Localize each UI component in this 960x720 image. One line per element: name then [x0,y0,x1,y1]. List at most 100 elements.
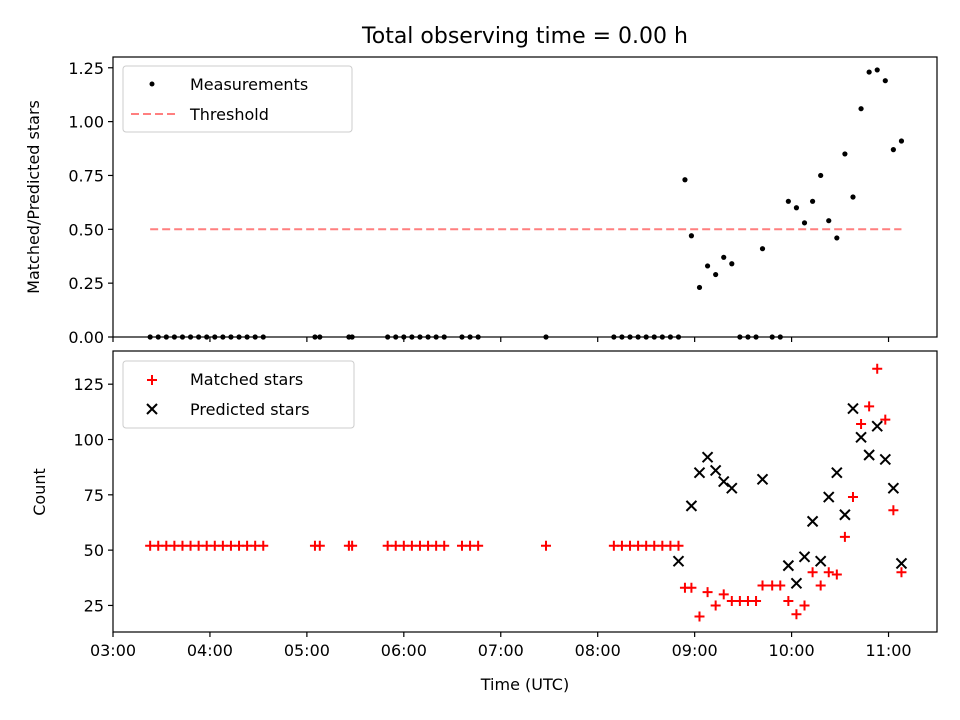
top-y-tick-label: 0.75 [68,166,104,185]
measurements-point [729,261,735,267]
bottom-axes-frame [112,350,938,633]
predicted-stars-point [790,577,803,590]
matched-stars-point [783,596,794,607]
bottom-y-tick-label: 75 [84,486,104,505]
predicted-stars-point [701,451,714,463]
bottom-y-tick-label: 25 [84,596,104,615]
x-tick-label: 05:00 [284,641,330,660]
measurements-point [809,198,816,204]
measurements-point [898,138,905,144]
top-y-tick-label: 1.25 [68,59,104,78]
predicted-stars-point [855,431,867,443]
top-y-tick-label: 0.25 [68,274,104,293]
matched-stars-point [864,401,875,412]
matched-stars-point [710,600,721,611]
bottom-data-marks [145,363,908,622]
matched-stars-point [439,540,450,551]
matched-stars-point [807,567,818,578]
predicted-stars-point [895,557,908,570]
matched-stars-point [815,580,826,591]
predicted-stars-point [831,466,843,479]
measurements-point [785,198,791,204]
measurements-point [688,233,695,239]
matched-stars-point [896,567,907,578]
top-legend: Measurements Threshold [122,65,353,133]
measurements-point [858,106,864,112]
top-y-tick-label: 0.00 [68,328,104,347]
matched-stars-point [856,419,867,430]
measurements-point [682,177,688,183]
bottom-y-tick-label: 100 [73,431,104,450]
predicted-stars-point [814,555,827,567]
chart-title: Total observing time = 0.00 h [361,24,688,49]
measurements-point [826,218,832,224]
legend-matched-marker [147,375,157,385]
predicted-stars-point [718,475,730,488]
top-y-tick-label: 0.50 [68,220,104,239]
bottom-panel: 25 50 75 100 125 03:00 04:00 05:00 06:00 07:00 08:… [30,350,938,694]
predicted-stars-point [879,453,892,466]
legend-matched-label: Matched stars [190,370,303,389]
x-axis-label: Time (UTC) [480,675,569,694]
measurements-point [721,254,727,260]
x-tick-label: 06:00 [381,641,427,660]
measurements-point [882,78,888,84]
matched-stars-point [473,540,484,551]
matched-stars-point [791,609,802,620]
legend-measurements-marker [149,81,155,87]
matched-stars-point [872,363,883,374]
measurements-point [793,205,800,211]
matched-stars-point [314,540,325,551]
matched-stars-point [673,540,684,551]
top-axes-frame [112,56,938,338]
predicted-stars-point [685,500,698,512]
matched-stars-point [541,540,552,551]
legend-threshold-label: Threshold [189,105,269,124]
top-axes-ticks: 0.00 0.25 0.50 0.75 1.00 1.25 [68,59,890,347]
matched-stars-point [258,540,269,551]
x-tick-label: 11:00 [865,641,911,660]
predicted-stars-point [798,551,811,563]
top-panel: 0.00 0.25 0.50 0.75 1.00 1.25 Matched/Predict… [24,56,938,347]
measurements-point [801,220,808,226]
matched-stars-point [347,540,358,551]
matched-stars-point [880,414,891,425]
matched-stars-point [751,596,762,607]
bottom-axes-ticks: 25 50 75 100 125 03:00 04:00 05:00 06:00 07:00 08:… [73,375,911,660]
bottom-y-tick-label: 50 [84,541,104,560]
x-tick-label: 10:00 [769,641,815,660]
predicted-stars-point [823,491,835,503]
measurements-point [850,194,856,200]
measurements-point [842,151,848,157]
predicted-stars-point [756,473,769,486]
legend-predicted-label: Predicted stars [190,400,310,419]
measurements-point [890,147,896,153]
measurements-point [759,246,766,252]
x-tick-label: 07:00 [478,641,524,660]
predicted-stars-point [847,402,859,415]
bottom-legend: Matched stars Predicted stars [122,360,355,429]
predicted-stars-point [709,464,722,477]
bottom-legend-box [122,360,355,429]
measurements-point [696,284,703,291]
top-y-tick-label: 1.00 [68,113,104,132]
matched-stars-point [823,567,834,578]
predicted-stars-point [871,420,883,432]
x-tick-label: 03:00 [90,641,136,660]
top-y-axis-label: Matched/Predicted stars [24,100,43,294]
top-legend-box [122,65,353,133]
predicted-stars-point [839,509,851,521]
matched-stars-point [839,531,850,542]
predicted-stars-point [672,555,685,567]
bottom-y-tick-label: 125 [73,375,104,394]
measurements-point [713,271,719,278]
matched-stars-point [847,492,858,503]
measurements-point [818,172,824,179]
predicted-stars-point [782,559,795,572]
bottom-y-axis-label: Count [30,468,49,516]
matched-stars-point [686,582,697,593]
predicted-stars-point [693,466,706,479]
matched-stars-point [888,505,899,516]
matched-stars-point [775,580,786,591]
